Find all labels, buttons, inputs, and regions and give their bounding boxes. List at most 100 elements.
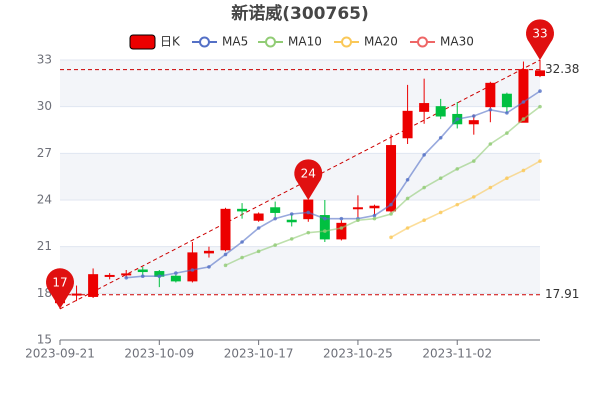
candle-body bbox=[286, 219, 297, 223]
ma-point bbox=[455, 117, 460, 121]
ma-point bbox=[538, 104, 542, 109]
candle-body bbox=[518, 69, 529, 123]
ma-point bbox=[339, 226, 344, 230]
candle-body bbox=[419, 103, 430, 112]
ma-point bbox=[488, 185, 493, 190]
candle-body bbox=[220, 208, 231, 251]
ma-point bbox=[389, 202, 393, 207]
mark-pin bbox=[46, 268, 74, 309]
legend-icon bbox=[341, 36, 352, 48]
ma-point bbox=[356, 218, 360, 223]
ma-point bbox=[422, 218, 426, 223]
candle-body bbox=[435, 106, 446, 117]
ma-point bbox=[521, 100, 526, 104]
ma-point bbox=[422, 185, 426, 190]
ma-point bbox=[273, 243, 277, 247]
candle-body bbox=[352, 207, 363, 210]
ma-point bbox=[538, 89, 542, 93]
candle-body bbox=[203, 250, 214, 254]
ma-point bbox=[389, 235, 393, 240]
ma-point bbox=[455, 167, 460, 171]
ma-point bbox=[422, 153, 426, 157]
legend-icon bbox=[417, 36, 428, 48]
ma-point bbox=[240, 240, 244, 244]
ma-line bbox=[225, 106, 541, 267]
legend-icon bbox=[129, 34, 156, 50]
ma-point bbox=[323, 229, 327, 233]
mark-pin bbox=[294, 159, 323, 200]
mark-pin-label: 33 bbox=[532, 27, 547, 41]
ma-point bbox=[405, 177, 410, 182]
ma-point bbox=[389, 212, 393, 216]
y-tick-label: 15 bbox=[37, 333, 52, 347]
candle-body bbox=[386, 145, 397, 212]
ma-point bbox=[323, 216, 327, 221]
x-tick-label: 2023-10-25 bbox=[323, 347, 393, 361]
split-area bbox=[60, 60, 540, 107]
ma-point bbox=[207, 265, 211, 269]
ma-point bbox=[405, 196, 410, 201]
ma-point bbox=[289, 237, 294, 241]
candle-body bbox=[270, 207, 281, 213]
ma-point bbox=[438, 210, 443, 215]
ma-point bbox=[471, 159, 476, 163]
legend-label: 日K bbox=[160, 35, 181, 49]
legend-icon bbox=[199, 36, 210, 48]
legend-label: MA10 bbox=[288, 35, 322, 49]
y-tick-label: 21 bbox=[37, 239, 52, 253]
ma-point bbox=[488, 142, 493, 146]
legend-icon bbox=[265, 36, 276, 48]
ma-point bbox=[273, 216, 277, 221]
y-tick-label: 24 bbox=[37, 193, 52, 207]
candle-body bbox=[369, 205, 380, 209]
x-tick-label: 2023-09-21 bbox=[25, 347, 95, 361]
candle-body bbox=[88, 274, 99, 297]
ma-point bbox=[240, 255, 244, 260]
ma-line bbox=[126, 90, 541, 279]
x-tick-label: 2023-10-09 bbox=[124, 347, 194, 361]
ma-point bbox=[438, 176, 443, 181]
candle-body bbox=[535, 70, 545, 77]
candle-body bbox=[121, 273, 132, 276]
candle-body bbox=[485, 82, 496, 108]
trend-line bbox=[59, 59, 541, 310]
candle-body bbox=[336, 222, 347, 240]
ma-point bbox=[505, 176, 509, 181]
ma-point bbox=[190, 268, 195, 272]
ma-point bbox=[521, 168, 526, 173]
ma-point bbox=[505, 111, 509, 115]
mark-line-label: 17.91 bbox=[545, 287, 579, 301]
ma-point bbox=[256, 226, 261, 230]
ma-point bbox=[124, 275, 129, 280]
x-tick-label: 2023-11-02 bbox=[422, 347, 492, 361]
y-tick-label: 30 bbox=[37, 99, 52, 113]
ma-point bbox=[505, 131, 509, 135]
candle-body bbox=[71, 293, 82, 296]
legend-label: MA20 bbox=[364, 35, 398, 49]
mark-line-label: 32.38 bbox=[545, 62, 579, 76]
ma-point bbox=[471, 195, 476, 199]
ma-point bbox=[538, 159, 542, 163]
candle-body bbox=[501, 93, 512, 108]
candle-body bbox=[468, 120, 479, 125]
ma-line bbox=[390, 160, 541, 239]
ma-point bbox=[223, 252, 228, 257]
ma-point bbox=[405, 226, 410, 230]
ma-point bbox=[256, 249, 261, 254]
legend-label: MA5 bbox=[222, 35, 248, 49]
ma-point bbox=[488, 107, 493, 112]
ma-point bbox=[438, 135, 443, 140]
ma-point bbox=[471, 114, 476, 118]
y-tick-label: 27 bbox=[37, 146, 52, 160]
mark-pin-label: 17 bbox=[52, 275, 67, 289]
ma-point bbox=[306, 210, 311, 215]
ma-point bbox=[521, 117, 526, 121]
candle-body bbox=[104, 274, 115, 277]
ma-point bbox=[174, 271, 178, 275]
ma-point bbox=[455, 202, 460, 207]
candle-body bbox=[170, 275, 181, 282]
candle-body bbox=[187, 252, 198, 282]
ma-point bbox=[223, 263, 228, 268]
x-tick-label: 2023-10-17 bbox=[224, 347, 294, 361]
